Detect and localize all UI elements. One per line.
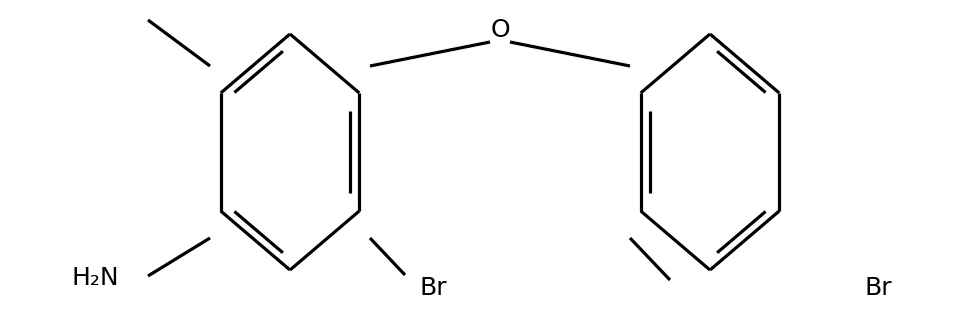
Text: O: O xyxy=(490,18,510,42)
Text: H₂N: H₂N xyxy=(71,266,119,290)
Text: Br: Br xyxy=(864,276,892,300)
Text: Br: Br xyxy=(420,276,448,300)
